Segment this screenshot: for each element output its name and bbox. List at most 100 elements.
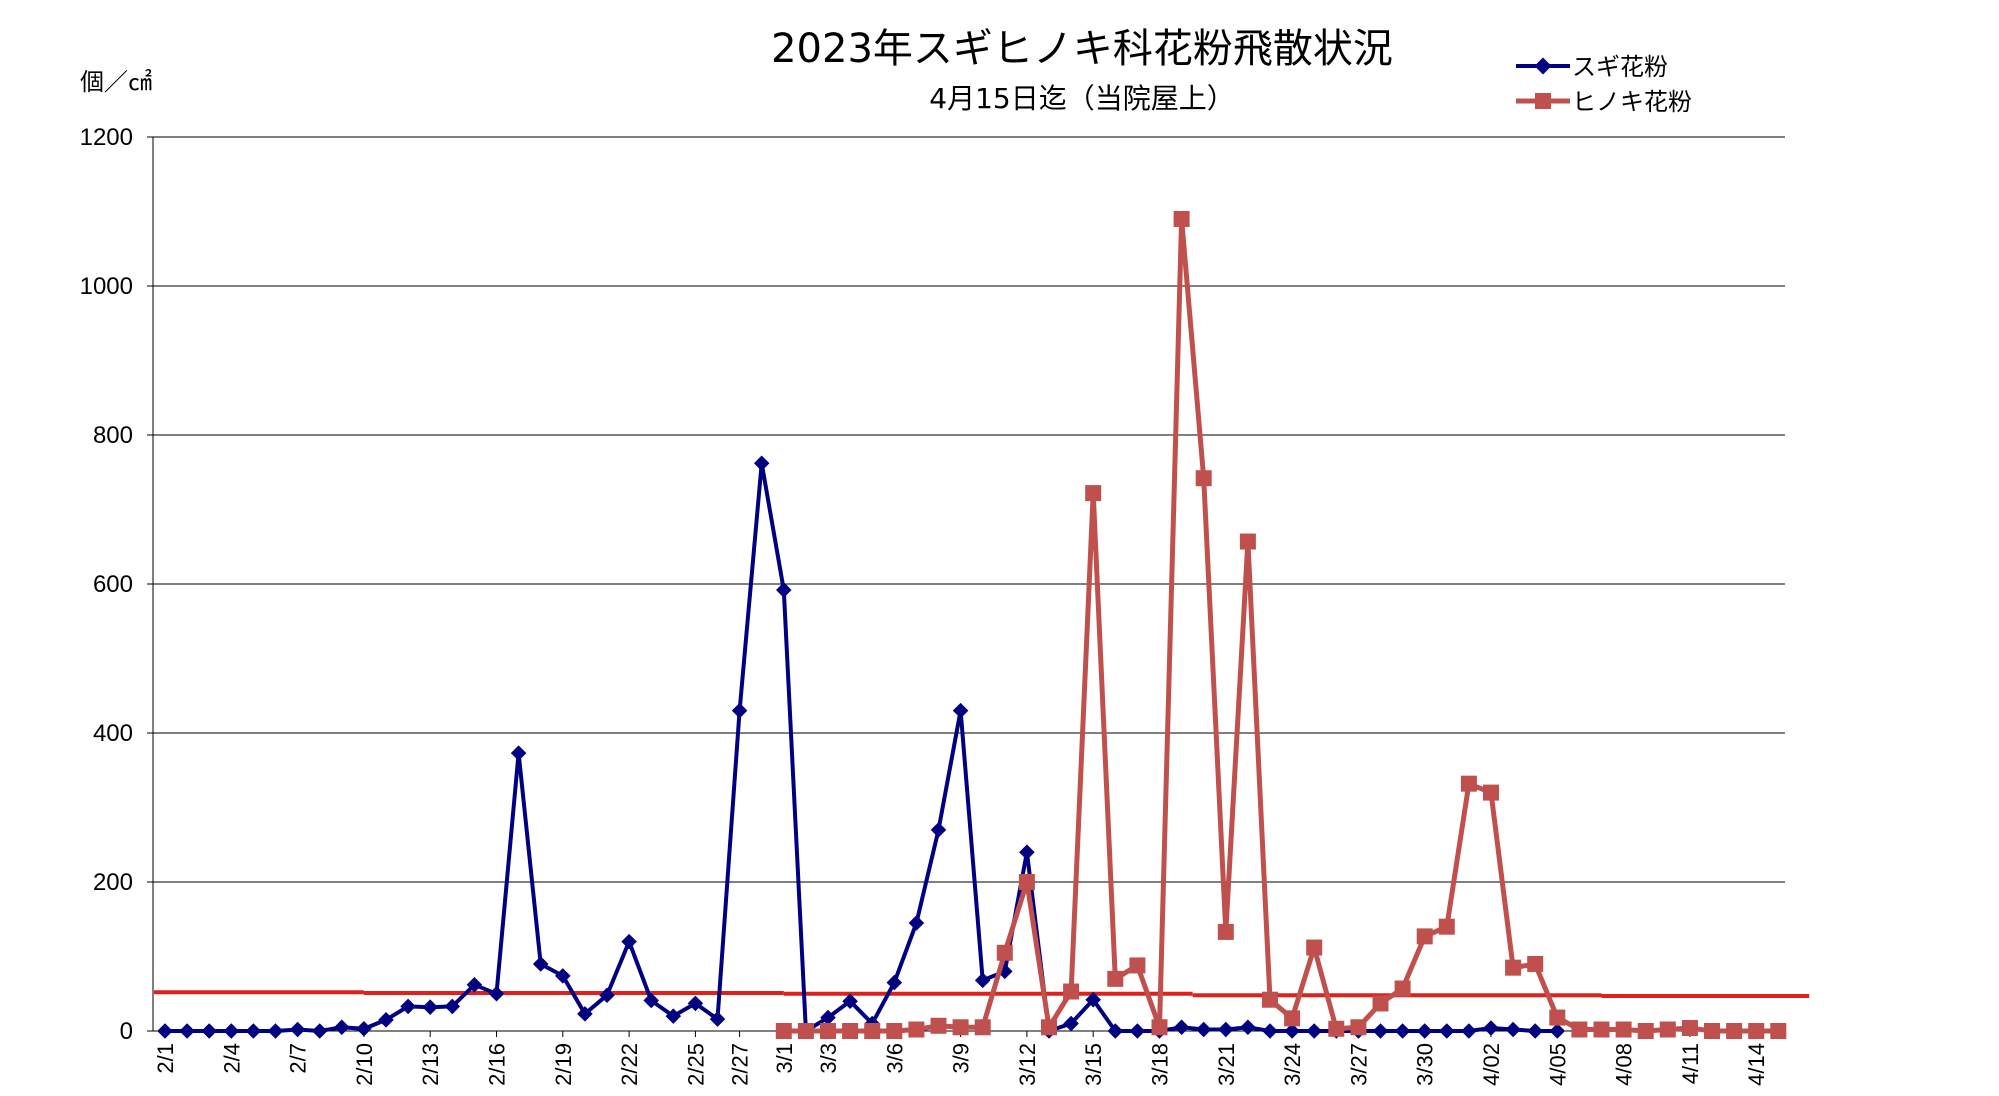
data-point-sugi <box>599 987 615 1004</box>
data-point-sugi <box>201 1023 217 1039</box>
y-tick-label: 200 <box>93 869 133 896</box>
data-point-hinoki <box>842 1023 859 1039</box>
data-point-sugi <box>488 985 505 1002</box>
data-point-sugi <box>311 1023 328 1039</box>
data-point-hinoki <box>1262 991 1278 1008</box>
data-point-hinoki <box>1239 533 1256 550</box>
data-point-hinoki <box>797 1023 814 1039</box>
y-tick-label: 0 <box>120 1018 133 1045</box>
data-point-sugi <box>245 1023 262 1039</box>
y-tick-label: 800 <box>93 422 133 449</box>
data-point-sugi <box>1483 1020 1499 1036</box>
data-point-sugi <box>753 455 770 472</box>
data-point-sugi <box>1240 1019 1256 1036</box>
chart-subtitle: 4月15日迄（当院屋上） <box>929 82 1234 115</box>
x-tick-label: 4/11 <box>1678 1043 1703 1084</box>
data-point-hinoki <box>864 1023 881 1039</box>
data-point-hinoki <box>1460 775 1477 792</box>
data-point-hinoki <box>1571 1021 1588 1038</box>
data-point-hinoki <box>974 1019 991 1036</box>
data-point-sugi <box>1019 844 1035 860</box>
data-point-hinoki <box>1681 1020 1698 1037</box>
data-point-hinoki <box>1350 1019 1367 1036</box>
series-sugi <box>157 455 1566 1039</box>
data-point-hinoki <box>1018 874 1035 890</box>
data-point-hinoki <box>1041 1019 1057 1036</box>
data-point-hinoki <box>1151 1019 1168 1036</box>
legend-item-sugi: スギ花粉 <box>1516 53 1668 81</box>
data-point-hinoki <box>1107 970 1124 987</box>
series-line-hinoki <box>783 218 1779 1035</box>
data-point-sugi <box>1262 1023 1278 1039</box>
data-point-sugi <box>952 702 969 719</box>
data-point-sugi <box>1173 1019 1190 1036</box>
data-point-hinoki <box>1085 485 1102 502</box>
data-point-sugi <box>1505 1021 1521 1038</box>
data-point-sugi <box>665 1008 682 1024</box>
data-point-hinoki <box>930 1017 947 1034</box>
gridlines <box>153 136 1785 883</box>
data-point-sugi <box>289 1021 306 1038</box>
data-point-hinoki <box>1549 1009 1566 1026</box>
data-point-sugi <box>157 1023 173 1039</box>
x-tick-label: 2/10 <box>352 1043 377 1086</box>
data-point-sugi <box>1461 1023 1477 1039</box>
data-point-sugi <box>510 745 527 761</box>
data-point-hinoki <box>1129 957 1146 974</box>
x-tick-label: 4/08 <box>1612 1043 1637 1086</box>
data-point-hinoki <box>1306 939 1323 956</box>
data-point-hinoki <box>1173 210 1190 227</box>
x-tick-label: 2/7 <box>286 1043 311 1074</box>
data-point-hinoki <box>1063 983 1080 1000</box>
data-point-hinoki <box>1438 918 1455 935</box>
series <box>153 210 1810 1039</box>
data-point-sugi <box>1439 1023 1455 1039</box>
x-tick-label: 2/1 <box>153 1043 178 1074</box>
legend-marker-sugi <box>1534 57 1552 75</box>
y-tick-label: 600 <box>93 571 133 598</box>
data-point-sugi <box>908 915 925 931</box>
data-point-sugi <box>709 1011 726 1027</box>
data-point-hinoki <box>1659 1021 1676 1038</box>
x-tick-label: 3/24 <box>1280 1043 1305 1086</box>
data-point-sugi <box>1372 1023 1389 1039</box>
data-point-hinoki <box>1284 1010 1301 1027</box>
data-point-hinoki <box>1416 928 1433 945</box>
data-point-sugi <box>267 1023 284 1039</box>
data-point-sugi <box>1063 1015 1079 1032</box>
data-point-sugi <box>555 968 571 984</box>
x-tick-label: 3/3 <box>816 1043 841 1074</box>
data-point-hinoki <box>908 1021 925 1038</box>
x-tick-label: 3/6 <box>882 1043 907 1074</box>
legend-marker-hinoki <box>1535 93 1551 109</box>
x-tick-label: 3/27 <box>1346 1043 1371 1086</box>
x-tick-label: 2/13 <box>418 1043 443 1086</box>
x-tick-label: 2/4 <box>219 1043 244 1074</box>
data-point-sugi <box>577 1006 593 1022</box>
data-point-hinoki <box>1217 923 1234 940</box>
data-point-sugi <box>1416 1023 1433 1039</box>
series-line-sugi <box>165 462 1558 1035</box>
data-point-sugi <box>842 993 858 1009</box>
data-point-hinoki <box>1593 1021 1610 1038</box>
x-tick-label: 3/12 <box>1015 1043 1040 1086</box>
data-point-sugi <box>334 1019 350 1036</box>
data-point-sugi <box>1527 1023 1543 1039</box>
data-point-hinoki <box>1637 1023 1654 1039</box>
series-hinoki <box>775 210 1787 1039</box>
data-point-sugi <box>731 702 748 719</box>
data-point-sugi <box>974 972 991 989</box>
data-point-hinoki <box>1726 1023 1743 1039</box>
data-point-sugi <box>1218 1021 1234 1038</box>
data-point-sugi <box>356 1020 372 1037</box>
data-point-hinoki <box>886 1023 903 1039</box>
data-point-sugi <box>532 956 549 972</box>
data-point-sugi <box>422 999 438 1015</box>
data-point-sugi <box>1195 1021 1212 1038</box>
x-tick-label: 2/19 <box>551 1043 576 1086</box>
x-tick-label: 3/30 <box>1413 1043 1438 1086</box>
series-reference-line <box>153 990 1810 998</box>
x-tick-label: 2/25 <box>683 1043 708 1086</box>
data-point-hinoki <box>820 1023 836 1039</box>
data-point-hinoki <box>1770 1023 1787 1039</box>
